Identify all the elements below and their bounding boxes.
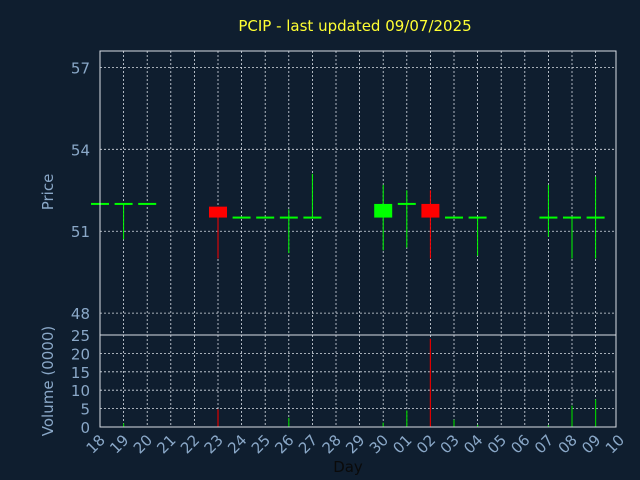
- volume-grid: [100, 335, 616, 427]
- price-tick-labels: 48 51 54 57: [71, 59, 90, 323]
- chart-title: PCIP - last updated 09/07/2025: [238, 17, 471, 35]
- price-panel-frame: [99, 50, 617, 336]
- candle-body-09: [586, 216, 605, 219]
- day-tick-25: 25: [248, 431, 274, 457]
- day-tick-24: 24: [224, 431, 250, 457]
- candle-body-24: [232, 216, 251, 219]
- price-axis-label: Price: [39, 174, 57, 211]
- candle-body-04: [468, 216, 487, 219]
- candle-body-25: [256, 216, 275, 219]
- price-tick-51: 51: [71, 223, 90, 241]
- price-candles: [91, 173, 605, 259]
- candle-07-13: [539, 184, 558, 237]
- candle-body-02: [421, 203, 440, 218]
- candle-body-08: [563, 216, 581, 219]
- day-tick-08: 08: [555, 431, 581, 457]
- day-tick-30: 30: [366, 431, 392, 457]
- day-tick-19: 19: [106, 431, 132, 457]
- candle-23-3: [209, 206, 227, 259]
- day-tick-29: 29: [342, 431, 368, 457]
- day-tick-21: 21: [153, 431, 179, 457]
- day-tick-01: 01: [389, 431, 415, 457]
- volume-tick-20: 20: [71, 345, 90, 363]
- volume-tick-0: 0: [80, 419, 90, 437]
- day-tick-27: 27: [295, 431, 321, 457]
- day-axis-label: Day: [333, 458, 363, 476]
- day-tick-20: 20: [130, 431, 156, 457]
- candle-20-2: [138, 202, 157, 205]
- day-tick-09: 09: [578, 431, 604, 457]
- candle-04-12: [468, 216, 487, 256]
- day-tick-26: 26: [271, 431, 297, 457]
- volume-panel-frame: [99, 334, 617, 428]
- candle-30-8: [374, 184, 393, 251]
- day-tick-04: 04: [460, 431, 486, 457]
- candle-02-10: [421, 190, 440, 259]
- volume-tick-5: 5: [80, 401, 90, 419]
- price-grid: [100, 51, 616, 335]
- day-tick-02: 02: [413, 431, 439, 457]
- day-tick-labels: 1819202122232425262728293001020304050607…: [83, 431, 628, 457]
- day-tick-06: 06: [507, 431, 533, 457]
- candle-body-23: [209, 206, 227, 218]
- candle-26-6: [279, 209, 298, 254]
- volume-tick-15: 15: [71, 364, 90, 382]
- volume-tick-25: 25: [71, 327, 90, 345]
- day-tick-07: 07: [531, 431, 557, 457]
- candle-body-03: [445, 216, 463, 219]
- day-tick-05: 05: [484, 431, 510, 457]
- day-tick-23: 23: [201, 431, 227, 457]
- candle-body-27: [303, 216, 322, 219]
- candle-27-7: [303, 173, 322, 219]
- candle-24-4: [232, 216, 251, 219]
- volume-tick-10: 10: [71, 382, 90, 400]
- candle-09-15: [586, 176, 605, 259]
- day-tick-10: 10: [602, 431, 628, 457]
- candle-25-5: [256, 216, 275, 219]
- day-tick-28: 28: [319, 431, 345, 457]
- candle-01-9: [397, 190, 416, 248]
- price-tick-57: 57: [71, 59, 90, 77]
- candle-body-01: [397, 202, 416, 205]
- price-tick-48: 48: [71, 305, 90, 323]
- candle-body-30: [374, 203, 393, 218]
- day-tick-22: 22: [177, 431, 203, 457]
- day-tick-03: 03: [437, 431, 463, 457]
- candle-body-07: [539, 216, 558, 219]
- candle-body-20: [138, 202, 157, 205]
- candle-19-1: [114, 202, 133, 240]
- volume-axis-label: Volume (0000): [39, 326, 57, 436]
- price-tick-54: 54: [71, 141, 90, 159]
- candle-body-19: [114, 202, 133, 205]
- candle-body-26: [279, 216, 298, 219]
- candle-08-14: [563, 216, 581, 259]
- candle-03-11: [445, 216, 463, 219]
